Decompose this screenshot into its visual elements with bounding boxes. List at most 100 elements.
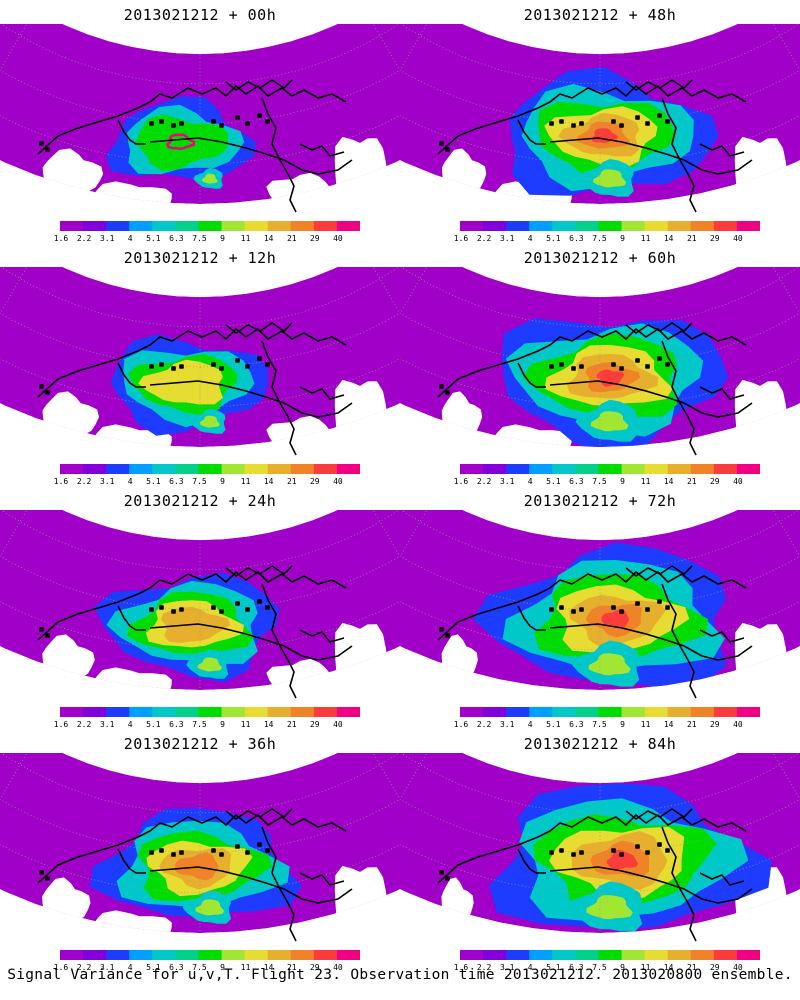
island-marker — [45, 876, 50, 881]
colorbar-swatch-5 — [152, 221, 176, 231]
coastline-segment — [37, 814, 347, 884]
island-marker — [665, 362, 670, 367]
coastline-segment — [549, 137, 753, 175]
variance-map — [400, 267, 800, 456]
colorbar-tick-label: 40 — [333, 477, 343, 486]
variance-contour-fill — [195, 899, 225, 916]
colorbar-tick-label: 40 — [733, 963, 743, 972]
coastline-segment — [549, 380, 753, 418]
colorbar-tick-label: 4 — [527, 477, 533, 486]
island-marker — [45, 390, 50, 395]
island-marker — [257, 599, 262, 604]
coastline-segment — [699, 386, 745, 400]
island-marker — [265, 362, 270, 367]
colorbar-labels: 1.6 2.2 3.1 4 5.1 6.3 7.5 9 11 14 21 29 40 — [454, 963, 760, 975]
island-marker — [211, 362, 216, 367]
colorbar-tick-label: 9 — [220, 477, 225, 486]
island-marker — [635, 358, 640, 363]
colorbar-tick-label: 29 — [309, 720, 320, 729]
forecast-panel: 2013021212 + 72h 1.6 2.2 3.1 4 5.1 6.3 7.5 9 11 14… — [400, 486, 800, 729]
coastline-segment — [699, 629, 745, 643]
colorbar-swatch-2 — [83, 950, 107, 960]
island-marker — [45, 147, 50, 152]
colorbar-tick-label: 11 — [640, 477, 651, 486]
island-marker — [665, 848, 670, 853]
island-marker — [149, 364, 154, 369]
coastline-segment — [149, 137, 353, 175]
colorbar-tick-label: 40 — [733, 477, 743, 486]
colorbar-swatch-8 — [621, 707, 646, 717]
island-marker — [219, 852, 224, 857]
colorbar-tick-label: 2.2 — [76, 720, 92, 729]
colorbar-swatch-4 — [129, 464, 153, 474]
colorbar-tick-label: 4 — [127, 477, 133, 486]
island-marker — [645, 121, 650, 126]
coastline-segment — [437, 814, 747, 884]
colorbar-tick-label: 14 — [263, 720, 274, 729]
coastline-segment — [625, 565, 693, 577]
colorbar-tick-label: 7.5 — [192, 963, 207, 972]
coastline-segment — [299, 143, 345, 157]
colorbar-swatch-11 — [290, 221, 315, 231]
coastline-segment — [225, 79, 293, 91]
island-marker — [657, 842, 662, 847]
colorbar-swatch-4 — [529, 221, 553, 231]
colorbar-swatch-9 — [644, 221, 669, 231]
longitude-line — [0, 24, 28, 72]
colorbar-swatch-4 — [529, 950, 553, 960]
colorbar-swatch-8 — [221, 707, 246, 717]
variance-contour-fill — [588, 653, 631, 676]
graticule — [400, 267, 800, 447]
island-marker — [445, 633, 450, 638]
colorbar-tick-label: 9 — [620, 720, 625, 729]
island-marker — [179, 121, 184, 126]
island-marker — [611, 605, 616, 610]
coastline-segment — [37, 571, 347, 641]
colorbar-tick-label: 7.5 — [592, 477, 607, 486]
colorbar-swatch-3 — [506, 221, 530, 231]
island-marker — [439, 627, 444, 632]
longitude-line — [400, 753, 428, 801]
island-marker — [619, 609, 624, 614]
colorbar-tick-label: 1.6 — [53, 477, 69, 486]
coastline — [37, 322, 353, 456]
colorbar-tick-label: 29 — [709, 477, 720, 486]
colorbar-labels: 1.6 2.2 3.1 4 5.1 6.3 7.5 9 11 14 21 29 40 — [54, 234, 360, 246]
variance-contour-fill — [199, 415, 220, 428]
colorbar-tick-label: 5.1 — [146, 477, 161, 486]
colorbar-tick-label: 4 — [127, 720, 133, 729]
island-marker — [445, 147, 450, 152]
colorbar-swatch-1 — [60, 950, 84, 960]
island-marker — [665, 119, 670, 124]
colorbar-swatch-9 — [644, 707, 669, 717]
colorbar-tick-label: 11 — [240, 234, 251, 243]
island-marker — [579, 850, 584, 855]
longitude-line — [400, 267, 428, 315]
colorbar-swatch-12 — [313, 707, 338, 717]
colorbar-tick-label: 3.1 — [99, 477, 115, 486]
colorbar-swatch-12 — [313, 221, 338, 231]
colorbar-swatch-5 — [152, 707, 176, 717]
colorbar-swatch-8 — [221, 950, 246, 960]
colorbar-swatch-2 — [83, 464, 107, 474]
coastline-segment — [261, 826, 297, 942]
colorbar-tick-label: 40 — [733, 234, 743, 243]
island-marker — [611, 119, 616, 124]
colorbar-tick-label: 11 — [240, 963, 251, 972]
colorbar-tick-label: 11 — [240, 477, 251, 486]
coastline-segment — [437, 328, 747, 398]
island-marker — [645, 364, 650, 369]
colorbar-swatch-1 — [460, 221, 484, 231]
coastline-segment — [117, 362, 146, 388]
colorbar-tick-label: 2.2 — [76, 963, 92, 972]
colorbar-swatch-13 — [736, 221, 760, 231]
colorbar-swatch-12 — [313, 950, 338, 960]
island-marker — [265, 119, 270, 124]
coastline-segment — [225, 565, 293, 577]
colorbar-swatch-10 — [667, 950, 692, 960]
colorbar-tick-label: 21 — [686, 234, 697, 243]
colorbar-tick-label: 3.1 — [499, 720, 515, 729]
coastline-segment — [261, 340, 297, 456]
longitude-line — [400, 510, 428, 558]
colorbar-swatch-7 — [198, 707, 223, 717]
